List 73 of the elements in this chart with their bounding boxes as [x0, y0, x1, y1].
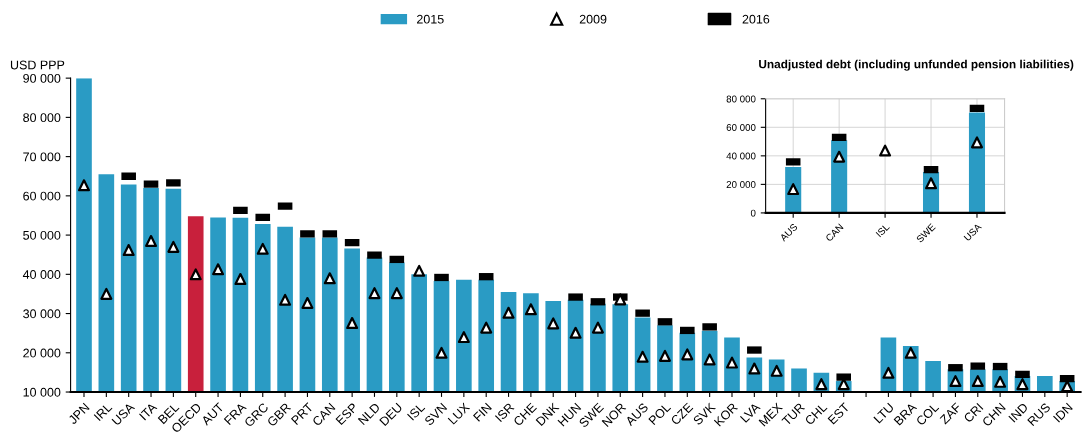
x-tick-label: IRL: [93, 402, 113, 422]
x-tick-label: LTU: [873, 402, 895, 424]
y-tick-label: 50 000: [23, 230, 61, 240]
point: [301, 296, 314, 309]
point: [122, 243, 135, 257]
x-tick-label: TUR: [781, 402, 806, 427]
y-axis-title: USD PPP: [10, 60, 65, 70]
chart-title: Unadjusted debt (including unfunded pension liabilities): [759, 59, 1074, 71]
point: [77, 179, 91, 192]
point: [435, 346, 448, 359]
y-tick-label: 10 000: [23, 387, 61, 397]
x-tick-label: ITA: [139, 402, 158, 421]
y-tick-label: 80 000: [23, 113, 61, 123]
point: [390, 287, 403, 300]
x-tick-label: FRA: [223, 402, 247, 426]
point: [658, 349, 671, 362]
y-tick-label: 60 000: [726, 124, 756, 131]
x-tick-label: ISR: [494, 402, 515, 423]
point: [904, 346, 917, 359]
y-tick-label: 90 000: [23, 73, 61, 83]
point: [547, 317, 560, 330]
point: [970, 136, 983, 149]
point: [591, 321, 604, 334]
point: [879, 144, 892, 157]
x-tick-label: CHL: [804, 402, 828, 426]
point: [457, 331, 470, 344]
legend-label: 2009: [579, 14, 607, 24]
x-tick-label: USA: [963, 222, 983, 242]
x-tick-label: FIN: [473, 402, 492, 422]
x-tick-label: CRI: [963, 402, 984, 424]
point: [167, 240, 180, 253]
legend-label: 2016: [742, 14, 770, 24]
y-tick-label: 40 000: [726, 152, 756, 160]
x-tick-label: JPN: [67, 402, 90, 425]
point: [234, 273, 247, 286]
point: [636, 350, 649, 363]
point: [100, 287, 113, 300]
point: [368, 287, 381, 300]
point: [413, 264, 426, 277]
point: [569, 326, 582, 339]
point: [212, 263, 225, 276]
legend-label: 2015: [417, 14, 444, 24]
point: [703, 353, 716, 366]
point: [833, 150, 846, 163]
point: [614, 293, 627, 306]
x-tick-label: POL: [648, 402, 672, 426]
y-tick-label: 0: [750, 209, 756, 217]
y-tick-label: 20 000: [726, 181, 756, 188]
x-tick-label: ISL: [406, 402, 426, 421]
x-tick-label: ISL: [875, 223, 890, 238]
y-tick-label: 40 000: [22, 270, 61, 279]
point: [681, 348, 694, 361]
x-tick-label: IDN: [1053, 402, 1073, 423]
y-tick-label: 60 000: [23, 191, 61, 201]
y-tick-label: 20 000: [23, 348, 61, 358]
point: [346, 316, 359, 329]
point: [925, 177, 938, 190]
point: [279, 293, 292, 306]
point: [189, 268, 202, 281]
point: [145, 234, 158, 247]
bar: [968, 112, 986, 213]
point: [323, 272, 336, 285]
x-tick-label: CZE: [670, 402, 694, 426]
point: [480, 321, 493, 334]
y-tick-label: 80 000: [726, 95, 756, 103]
point: [882, 366, 895, 379]
x-tick-label: USA: [111, 402, 136, 426]
point: [524, 303, 537, 316]
y-tick-label: 30 000: [23, 309, 61, 319]
point: [502, 306, 515, 319]
bar: [831, 140, 848, 213]
point: [256, 242, 269, 255]
y-tick-label: 70 000: [23, 152, 61, 162]
